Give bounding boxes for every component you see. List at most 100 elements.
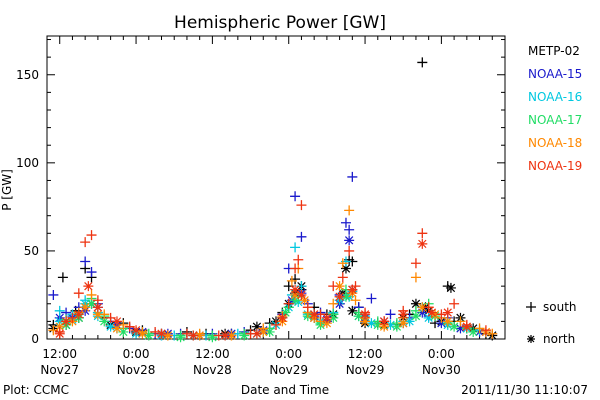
north-point (442, 316, 453, 327)
north-point (220, 330, 231, 341)
legend-entry-noaa-17: NOAA-17 (528, 113, 582, 127)
south-point (296, 200, 307, 211)
south-point (271, 319, 281, 330)
north-point (80, 302, 91, 313)
south-point (302, 302, 313, 313)
legend-entry-noaa-18: NOAA-18 (528, 136, 582, 150)
north-point (385, 319, 396, 330)
legend: METP-02 NOAA-15 NOAA-16 NOAA-17 NOAA-18 NOAA-… (528, 44, 582, 173)
chart-title: Hemispheric Power [GW] (174, 13, 386, 33)
north-point (226, 330, 237, 341)
y-tick-label: 50 (24, 244, 39, 258)
legend-entry-noaa-19: NOAA-19 (528, 159, 582, 173)
north-point (379, 316, 390, 327)
south-point (480, 325, 491, 336)
footer-credit: Plot: CCMC (3, 383, 69, 397)
y-axis-label: P [GW] (0, 169, 14, 211)
north-point (111, 316, 122, 327)
north-point (340, 291, 351, 302)
north-point (347, 305, 358, 316)
south-point (80, 237, 91, 248)
south-point (80, 256, 91, 267)
north-point (372, 319, 383, 330)
north-point (449, 321, 460, 332)
north-point (73, 309, 84, 320)
south-point (337, 272, 348, 283)
south-point (347, 171, 358, 182)
south-point (150, 326, 161, 337)
north-point (436, 318, 447, 329)
x-axis-label: Date and Time (241, 383, 329, 397)
north-point (391, 321, 402, 332)
north-point (527, 335, 535, 343)
north-point (137, 328, 148, 339)
south-point (417, 57, 428, 68)
north-point (143, 330, 154, 341)
south-point (296, 231, 307, 242)
north-point (86, 298, 97, 309)
north-point (290, 295, 301, 306)
y-tick-label: 150 (16, 68, 39, 82)
north-point (111, 323, 122, 334)
south-point (290, 263, 301, 274)
south-point (449, 298, 460, 309)
north-point (99, 316, 110, 327)
north-point (410, 298, 421, 309)
north-point (296, 289, 307, 300)
south-point (86, 289, 97, 300)
south-point (410, 272, 421, 283)
x-tick-date-label: Nov28 (193, 363, 232, 377)
x-tick-date-label: Nov30 (422, 363, 461, 377)
north-point (468, 326, 479, 337)
series-noaa-19 (54, 200, 491, 341)
north-point (118, 326, 129, 337)
north-point (175, 332, 186, 343)
series-noaa-15 (48, 171, 485, 341)
data-points (48, 57, 498, 343)
south-point (283, 298, 294, 309)
legend-entry-noaa-16: NOAA-16 (528, 90, 582, 104)
marker-legend-north: north (527, 332, 575, 346)
north-point (258, 326, 269, 337)
south-point (417, 228, 428, 239)
north-point (61, 316, 72, 327)
north-point (461, 321, 472, 332)
north-point (344, 235, 355, 246)
north-point (239, 330, 250, 341)
marker-legend: south north (526, 300, 577, 346)
north-point (299, 295, 310, 306)
north-point (321, 312, 332, 323)
north-point (277, 312, 288, 323)
axis-ticks: 0 50 100 150 12:00 Nov27 0:00 Nov28 12:00 Nov28 0:… (16, 36, 506, 377)
south-point (57, 272, 68, 283)
north-point (340, 263, 351, 274)
north-point (360, 316, 371, 327)
north-point (162, 330, 173, 341)
north-point (398, 318, 409, 329)
north-point (445, 282, 456, 293)
south-point (181, 328, 192, 339)
south-point (48, 289, 59, 300)
x-tick-time-label: 12:00 (195, 347, 230, 361)
north-point (207, 332, 218, 343)
north-point (417, 302, 428, 313)
north-point (290, 289, 301, 300)
north-point (404, 316, 415, 327)
south-point (344, 205, 355, 216)
north-point (379, 321, 390, 332)
north-point (334, 291, 345, 302)
north-point (366, 318, 377, 329)
south-point (286, 275, 297, 286)
x-tick-date-label: Nov28 (117, 363, 156, 377)
north-point (83, 281, 94, 292)
north-point (54, 328, 65, 339)
series-metp-02 (48, 57, 498, 341)
north-point (194, 330, 205, 341)
south-point (337, 258, 348, 269)
south-point (290, 242, 301, 253)
north-point (264, 326, 275, 337)
north-point (251, 328, 262, 339)
marker-legend-south-label: south (543, 300, 577, 314)
north-point (156, 328, 167, 339)
north-point (423, 312, 434, 323)
